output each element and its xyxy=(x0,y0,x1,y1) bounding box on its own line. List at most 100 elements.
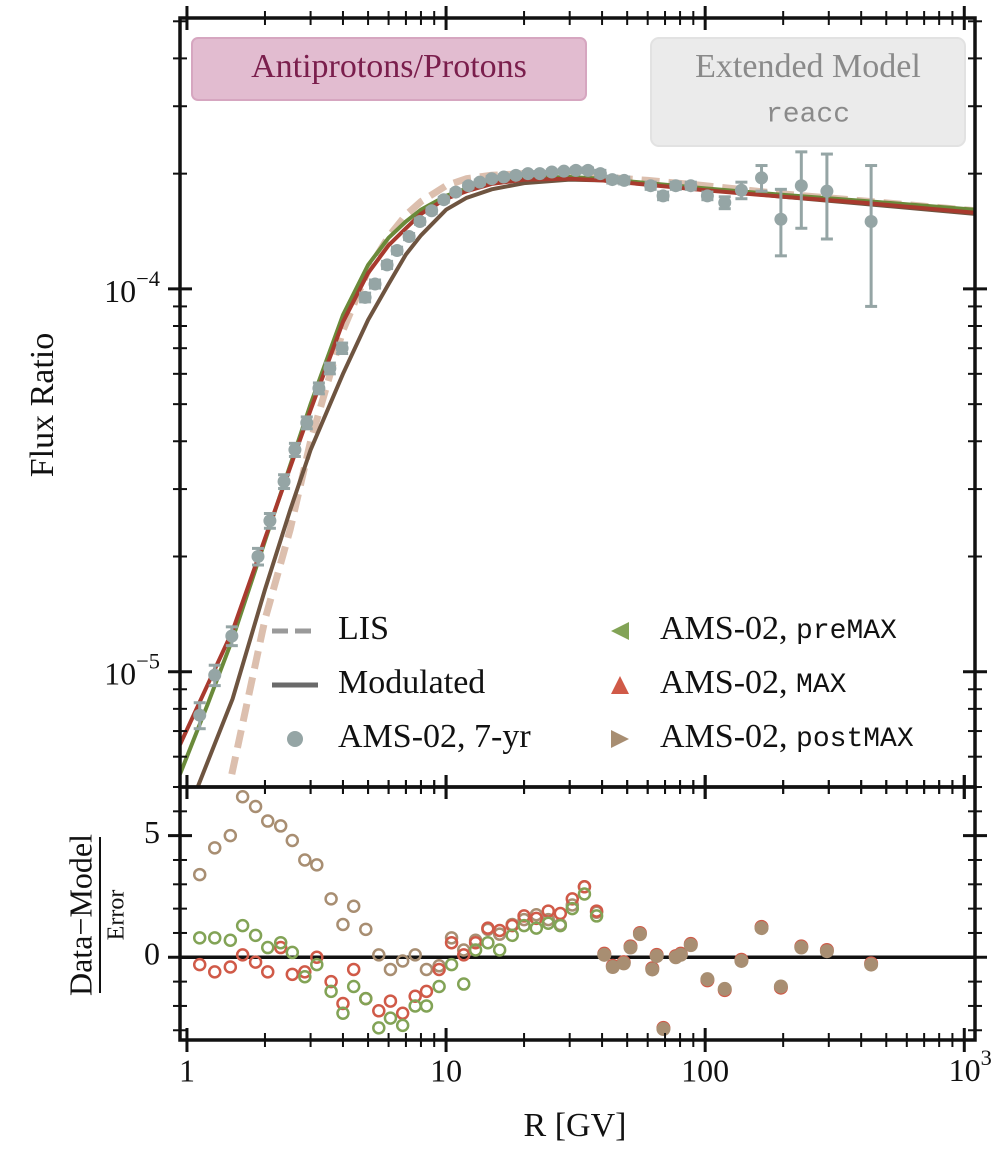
residual-point xyxy=(207,841,222,855)
residual-point xyxy=(553,906,568,921)
residual-point xyxy=(529,921,544,935)
residual-point xyxy=(298,853,312,867)
data-point xyxy=(390,243,404,257)
y-tick-label: 10−5 xyxy=(104,649,160,692)
residual-point xyxy=(336,1006,350,1020)
residual-point xyxy=(223,960,238,974)
data-point xyxy=(425,204,439,218)
residual-point xyxy=(383,962,398,977)
residual-point xyxy=(432,962,446,977)
data-point xyxy=(718,196,732,210)
x-tick-label: 100 xyxy=(681,1052,729,1088)
data-point xyxy=(368,277,382,291)
x-tick-label: 103 xyxy=(949,1045,992,1088)
y-tick-label: 0 xyxy=(144,936,160,972)
residual-point xyxy=(235,789,250,804)
residual-point xyxy=(529,911,544,926)
residual-point xyxy=(444,957,459,972)
residual-point xyxy=(248,799,263,814)
data-point xyxy=(593,167,607,181)
legend-label: AMS-02, preMAX xyxy=(660,610,897,648)
data-point xyxy=(581,163,595,177)
y-tick-label: 5 xyxy=(144,814,160,850)
residual-point xyxy=(468,935,483,950)
residual-point xyxy=(623,940,638,955)
data-point xyxy=(402,230,416,244)
data-point xyxy=(277,474,291,488)
residual-point xyxy=(794,940,809,955)
data-point xyxy=(774,212,788,226)
residual-point xyxy=(248,928,263,943)
residual-point xyxy=(223,933,238,948)
residual-point xyxy=(734,953,749,968)
data-point xyxy=(656,189,670,203)
residual-point xyxy=(273,935,288,950)
residual-point xyxy=(336,917,350,932)
residual-point xyxy=(310,950,324,965)
data-point xyxy=(557,164,571,178)
residual-point xyxy=(632,927,647,942)
residual-point xyxy=(589,909,604,923)
residual-point xyxy=(717,981,732,996)
residual-point xyxy=(372,1021,386,1035)
residual-point xyxy=(273,819,288,833)
data-point xyxy=(734,183,748,197)
residual-point xyxy=(285,945,300,960)
data-point xyxy=(644,179,658,193)
residual-point xyxy=(324,892,338,906)
data-point xyxy=(669,179,683,193)
legend-code: MAX xyxy=(796,670,847,701)
data-point xyxy=(497,170,511,184)
data-point xyxy=(225,629,239,643)
residual-point xyxy=(235,948,250,962)
residual-point xyxy=(336,996,350,1011)
legend-label: AMS-02, postMAX xyxy=(660,718,914,756)
legend-text: Modulated xyxy=(338,664,485,701)
data-point xyxy=(413,214,427,228)
x-axis-label: R [GV] xyxy=(524,1107,627,1144)
data-point xyxy=(820,184,834,198)
legend-text: AMS-02, xyxy=(660,718,796,755)
model-box xyxy=(650,37,966,147)
data-point xyxy=(300,416,314,430)
data-point xyxy=(794,179,808,193)
residual-point xyxy=(273,940,288,955)
plot-top xyxy=(180,150,975,787)
residual-point xyxy=(324,974,338,989)
residual-numerator: Data−Model xyxy=(62,834,98,996)
legend-text: AMS-02, xyxy=(660,610,796,647)
x-tick-label: 10 xyxy=(430,1052,462,1088)
residual-point xyxy=(456,977,471,991)
residual-point xyxy=(481,935,495,950)
residual-point xyxy=(444,931,459,945)
y-tick-label: 10−4 xyxy=(104,266,160,309)
residual-point xyxy=(359,991,373,1006)
residual-point xyxy=(597,947,612,962)
legend-label: AMS-02, MAX xyxy=(660,664,847,702)
legend-label: LIS xyxy=(338,610,389,647)
legend-text: AMS-02, 7-yr xyxy=(338,718,531,755)
residual-point xyxy=(492,943,507,957)
residual-point xyxy=(673,947,688,962)
data-point xyxy=(864,214,878,228)
residual-point xyxy=(298,965,312,979)
model-curve xyxy=(195,177,975,787)
data-point xyxy=(358,290,372,304)
residual-point xyxy=(260,814,275,828)
residual-point xyxy=(372,948,386,962)
data-point xyxy=(335,341,349,355)
residual-point xyxy=(372,1004,386,1018)
residual-point xyxy=(285,833,300,848)
data-point xyxy=(323,361,337,375)
residual-point xyxy=(616,956,631,971)
data-point xyxy=(684,179,698,193)
legend-label: Modulated xyxy=(338,664,485,701)
residual-point xyxy=(310,858,324,872)
residual-point xyxy=(419,984,434,999)
data-point xyxy=(208,668,222,682)
residual-point xyxy=(192,931,207,945)
residual-point xyxy=(207,931,222,945)
data-point xyxy=(312,381,326,395)
data-point xyxy=(521,167,535,181)
residual-point xyxy=(395,1018,410,1033)
